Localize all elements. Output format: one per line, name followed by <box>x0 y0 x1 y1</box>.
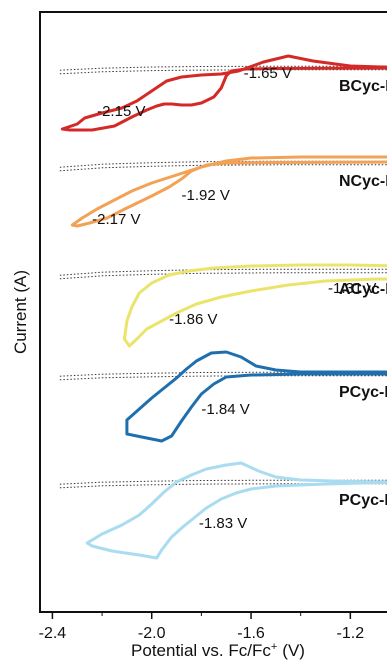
cv-trace <box>85 461 387 560</box>
series-pcyc-et: PCyc-Et -1.84 V <box>59 350 387 443</box>
series-group: BCyc-Et -1.65 V -2.15 V NCyc-Et -1.92 V -2.17… <box>59 54 387 560</box>
series-label: NCyc-Et <box>339 173 387 190</box>
cv-trace <box>60 54 387 132</box>
x-axis-title-sup: + <box>271 641 277 653</box>
series-label: ACyc-Et <box>339 281 387 298</box>
blank-scan-line <box>59 483 387 489</box>
plot-frame <box>39 11 387 613</box>
x-tick-label: -1.6 <box>237 625 265 642</box>
cv-trace <box>122 263 387 348</box>
series-pcyc-hx: PCyc-Hx -1.83 V <box>59 461 387 560</box>
blank-scan-line <box>59 268 387 276</box>
blank-scan-line <box>59 272 387 280</box>
series-ncyc-et: NCyc-Et -1.92 V -2.17 V <box>59 155 387 228</box>
x-axis-title-main: Potential vs. Fc/Fc <box>131 641 271 660</box>
series-label: PCyc-Et <box>339 384 387 401</box>
series-acyc-et: ACyc-Et-1.31 V -1.86 V <box>59 263 387 348</box>
series-label: BCyc-Et <box>339 78 387 95</box>
peak-annotation: -1.84 V <box>201 401 249 418</box>
blank-scan-line <box>59 160 387 168</box>
peak-annotation: -1.31 V <box>328 280 376 297</box>
cv-trace <box>125 350 387 443</box>
blank-scan-line <box>59 69 387 75</box>
peak-annotation: -1.65 V <box>244 65 292 82</box>
cv-trace <box>70 155 387 228</box>
x-axis-title-unit: (V) <box>282 641 305 660</box>
peak-annotation: -1.83 V <box>199 515 247 532</box>
blank-scan-line <box>59 371 387 377</box>
peak-annotation: -2.15 V <box>97 103 145 120</box>
peak-annotation: -1.86 V <box>169 311 217 328</box>
x-axis-title: Potential vs. Fc/Fc+ (V) <box>131 641 305 660</box>
x-tick-label: -2.4 <box>39 625 67 642</box>
blank-scan-line <box>59 65 387 71</box>
series-label: PCyc-Hx <box>339 492 387 509</box>
x-tick-label: -1.2 <box>337 625 365 642</box>
series-bcyc-et: BCyc-Et -1.65 V -2.15 V <box>59 54 387 132</box>
y-axis-title: Current (A) <box>11 270 30 354</box>
peak-annotation: -1.92 V <box>182 187 230 204</box>
peak-annotation: -2.17 V <box>92 211 140 228</box>
blank-scan-line <box>59 164 387 172</box>
x-tick-label: -2.0 <box>138 625 166 642</box>
x-axis: -2.4 -2.0 -1.6 -1.2 <box>39 612 365 642</box>
